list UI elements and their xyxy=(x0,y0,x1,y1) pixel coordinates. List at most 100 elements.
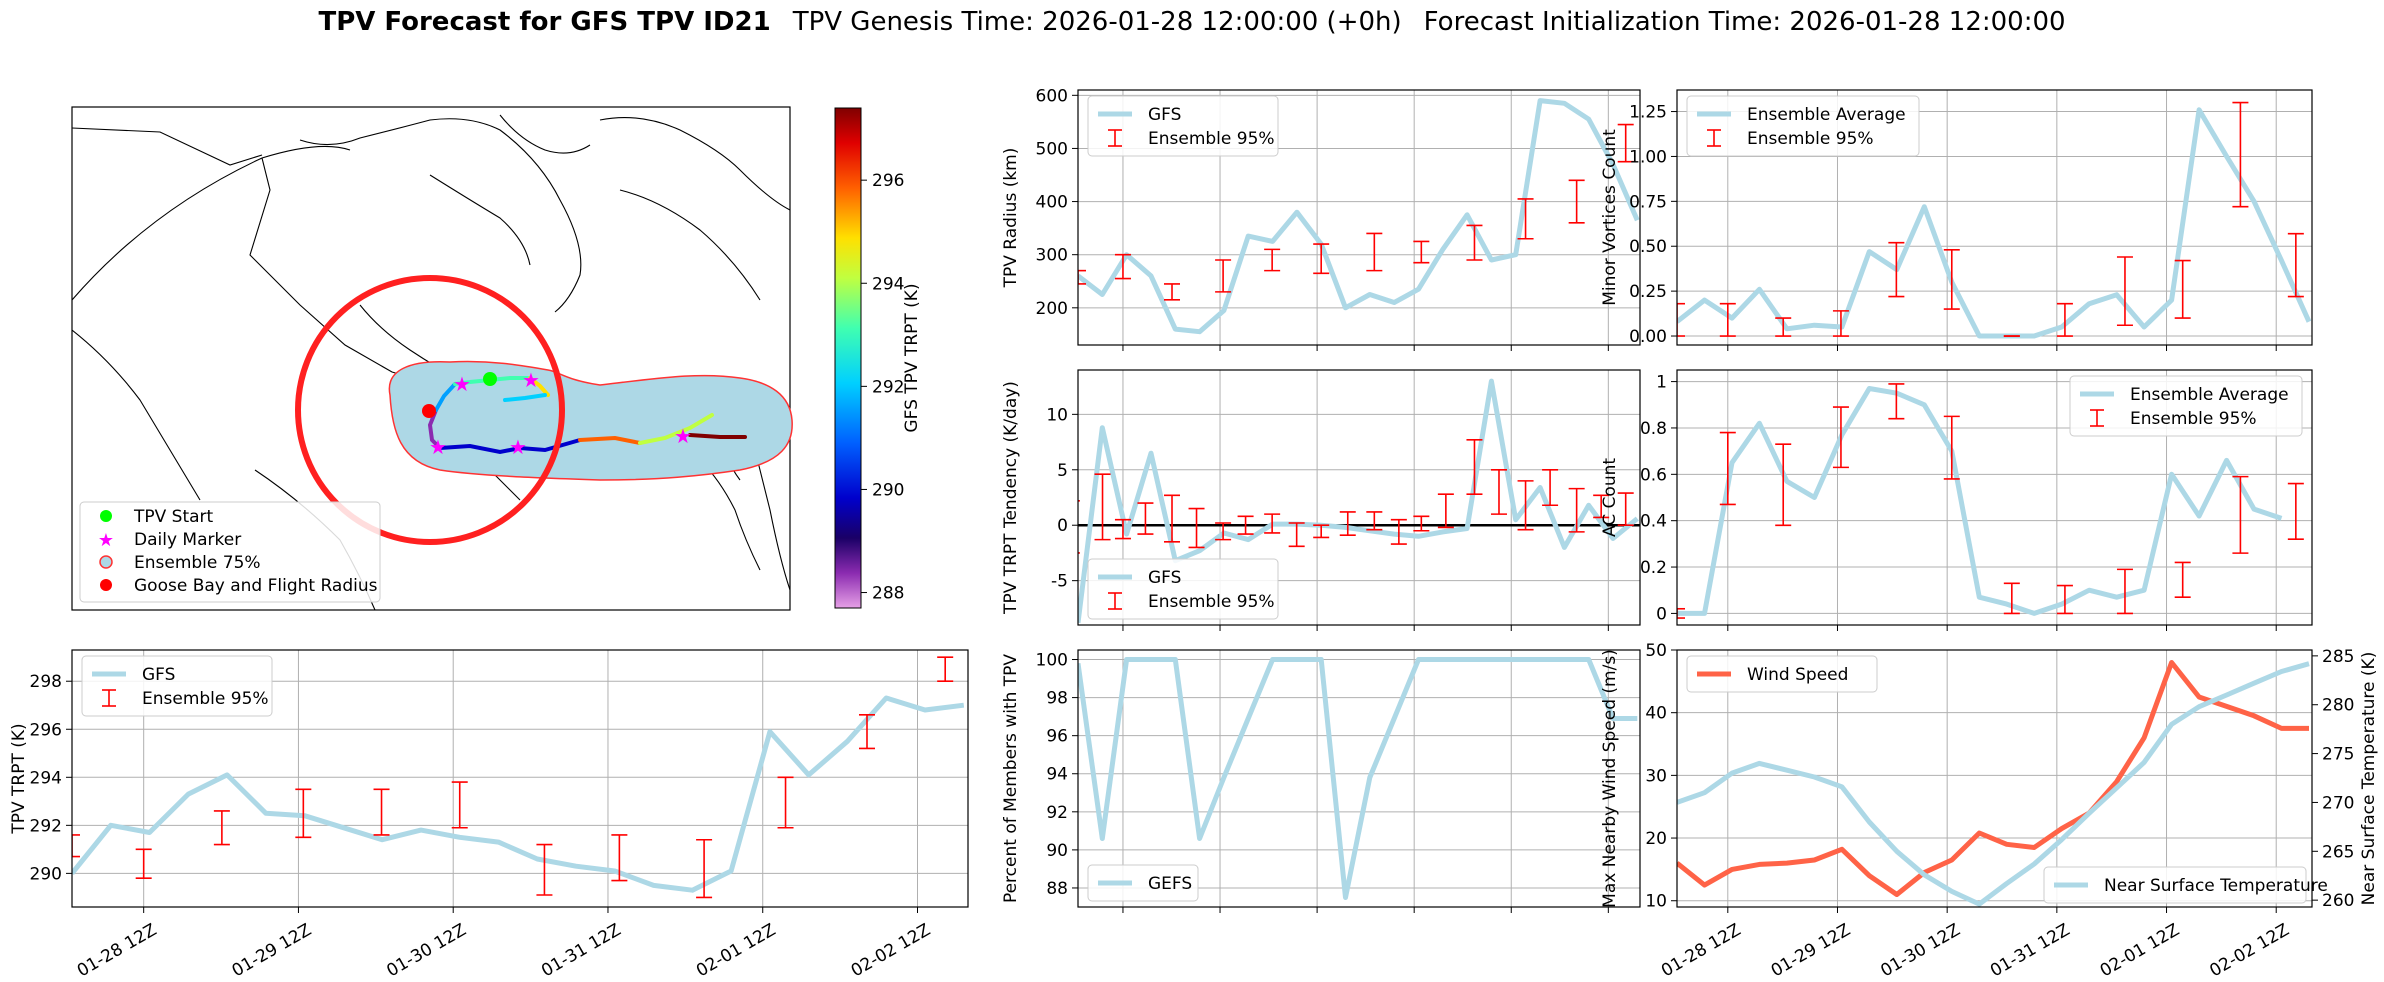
legend-box xyxy=(1686,655,1878,693)
daily-marker-4: ★ xyxy=(509,435,527,459)
y-tick-label: 10 xyxy=(1046,405,1068,425)
y-tick-label: 88 xyxy=(1046,879,1068,899)
y-tick-label: 1.00 xyxy=(1629,147,1667,167)
legend: GEFS xyxy=(1087,864,1199,902)
error-bar xyxy=(1943,415,1960,480)
error-bar xyxy=(1719,302,1736,337)
y-tick-label: 600 xyxy=(1036,86,1068,106)
y-tick-label: 0.50 xyxy=(1629,237,1667,257)
y-tick-label: 96 xyxy=(1046,727,1068,747)
error-bar xyxy=(1832,406,1849,469)
y-tick-label: 20 xyxy=(1645,829,1667,849)
y-tick-label: 294 xyxy=(30,768,62,788)
y-tick-label: 298 xyxy=(30,672,62,692)
error-bar xyxy=(1164,283,1181,301)
radius-panel: 200 300 400 500 600 TPV Radius (km) GFS Ensembl… xyxy=(1001,86,1641,351)
legend-label: GFS xyxy=(1148,105,1181,125)
legend: Ensemble Average Ensemble 95% xyxy=(2069,375,2303,437)
y-tick-label-right: 270 xyxy=(2322,793,2354,813)
error-bar xyxy=(1078,269,1086,285)
y-tick-label: 92 xyxy=(1046,803,1068,823)
error-bar xyxy=(1832,310,1849,337)
y-tick-label: 0.25 xyxy=(1629,282,1667,302)
y-tick-label: 296 xyxy=(30,720,62,740)
colorbar: 288 290 292 294 296 GFS TPV TRPT (K) xyxy=(834,107,922,609)
legend-label: GEFS xyxy=(1148,874,1192,894)
error-bar xyxy=(1114,518,1131,540)
error-bar xyxy=(295,788,312,839)
error-bar xyxy=(1390,518,1407,545)
y-tick-label-right: 260 xyxy=(2322,891,2354,911)
error-bar xyxy=(1366,232,1383,272)
colorbar-tick-label: 294 xyxy=(872,274,904,294)
y-tick-label: 0.8 xyxy=(1640,419,1667,439)
x-tick-label: 01-30 12Z xyxy=(383,920,469,981)
minor-vortices-panel: 0.00 0.25 0.50 0.75 1.00 1.25 Minor Vortices C… xyxy=(1600,89,2313,351)
y-axis-label: Percent of Members with TPV xyxy=(1001,654,1021,903)
error-bar xyxy=(135,848,152,879)
error-bar xyxy=(2116,256,2133,327)
legend-label: Ensemble 95% xyxy=(2130,409,2257,429)
daily-marker-5: ★ xyxy=(674,424,692,448)
y-tick-label: 40 xyxy=(1645,704,1667,724)
error-bar xyxy=(2232,475,2249,554)
error-bar xyxy=(2232,101,2249,208)
legend-box xyxy=(2043,866,2307,904)
series-line-gfs xyxy=(1078,98,1640,335)
y-tick-label: 290 xyxy=(30,864,62,884)
y-axis-label-right: Near Surface Temperature (K) xyxy=(2359,652,2379,906)
x-tick-label: 01-31 12Z xyxy=(538,920,624,981)
colorbar-label: GFS TPV TRPT (K) xyxy=(902,283,922,432)
legend-label: Wind Speed xyxy=(1747,665,1848,685)
y-tick-label: -5 xyxy=(1051,572,1068,592)
map-panel: ★ ★ ★ ★ ★ TPV Start ★ Daily Marker Ensem… xyxy=(71,106,922,611)
legend-start-swatch xyxy=(100,510,112,522)
y-tick-label: 94 xyxy=(1046,765,1068,785)
x-tick-label: 01-29 12Z xyxy=(1768,920,1854,981)
error-bar xyxy=(2056,584,2073,615)
trpt-panel: 01-28 12Z 01-29 12Z 01-30 12Z 01-31 12Z 02-0… xyxy=(9,649,969,981)
series-line-wind-speed xyxy=(1677,660,2309,897)
y-tick-label: 5 xyxy=(1057,461,1068,481)
error-bar xyxy=(2116,568,2133,615)
error-bar xyxy=(777,776,794,829)
legend-daily-swatch: ★ xyxy=(98,530,114,551)
error-bar xyxy=(1542,468,1559,507)
error-bar xyxy=(1775,443,1792,527)
error-bar xyxy=(373,788,390,836)
y-tick-label: 0 xyxy=(1057,516,1068,536)
legend: GFS Ensemble 95% xyxy=(1087,95,1279,157)
plot-frame xyxy=(1676,649,2313,908)
error-bar xyxy=(451,781,468,829)
error-bar xyxy=(2056,302,2073,337)
error-bar xyxy=(1888,241,1905,298)
error-bar xyxy=(213,810,230,846)
y-tick-label: 0.6 xyxy=(1640,465,1667,485)
y-tick-label-right: 285 xyxy=(2322,647,2354,667)
legend-box xyxy=(81,655,273,717)
y-tick-label: 90 xyxy=(1046,841,1068,861)
map-legend: TPV Start ★ Daily Marker Ensemble 75% Go… xyxy=(79,501,381,603)
error-bar xyxy=(1517,480,1534,531)
y-tick-label-right: 275 xyxy=(2322,745,2354,765)
error-bar xyxy=(1466,224,1483,261)
plot-content xyxy=(1078,657,1638,900)
y-tick-label: 1 xyxy=(1656,373,1667,393)
y-tick-label: 98 xyxy=(1046,689,1068,709)
legend: GFS Ensemble 95% xyxy=(1087,558,1279,620)
error-bar xyxy=(1264,513,1281,534)
x-tick-label: 01-31 12Z xyxy=(1987,920,2073,981)
error-bar xyxy=(1413,240,1430,264)
y-tick-label: 10 xyxy=(1645,892,1667,912)
error-bar xyxy=(1137,502,1154,535)
y-axis-label: Max Nearby Wind Speed (m/s) xyxy=(1600,649,1620,908)
y-tick-label: 400 xyxy=(1036,193,1068,213)
legend-box xyxy=(1087,95,1279,157)
y-tick-label: 100 xyxy=(1036,651,1068,671)
series-line-gfs xyxy=(72,695,965,893)
error-bar xyxy=(1215,259,1232,293)
legend-label: Ensemble Average xyxy=(2130,385,2289,405)
y-tick-label-right: 265 xyxy=(2322,842,2354,862)
plot-frame xyxy=(1077,649,1641,908)
